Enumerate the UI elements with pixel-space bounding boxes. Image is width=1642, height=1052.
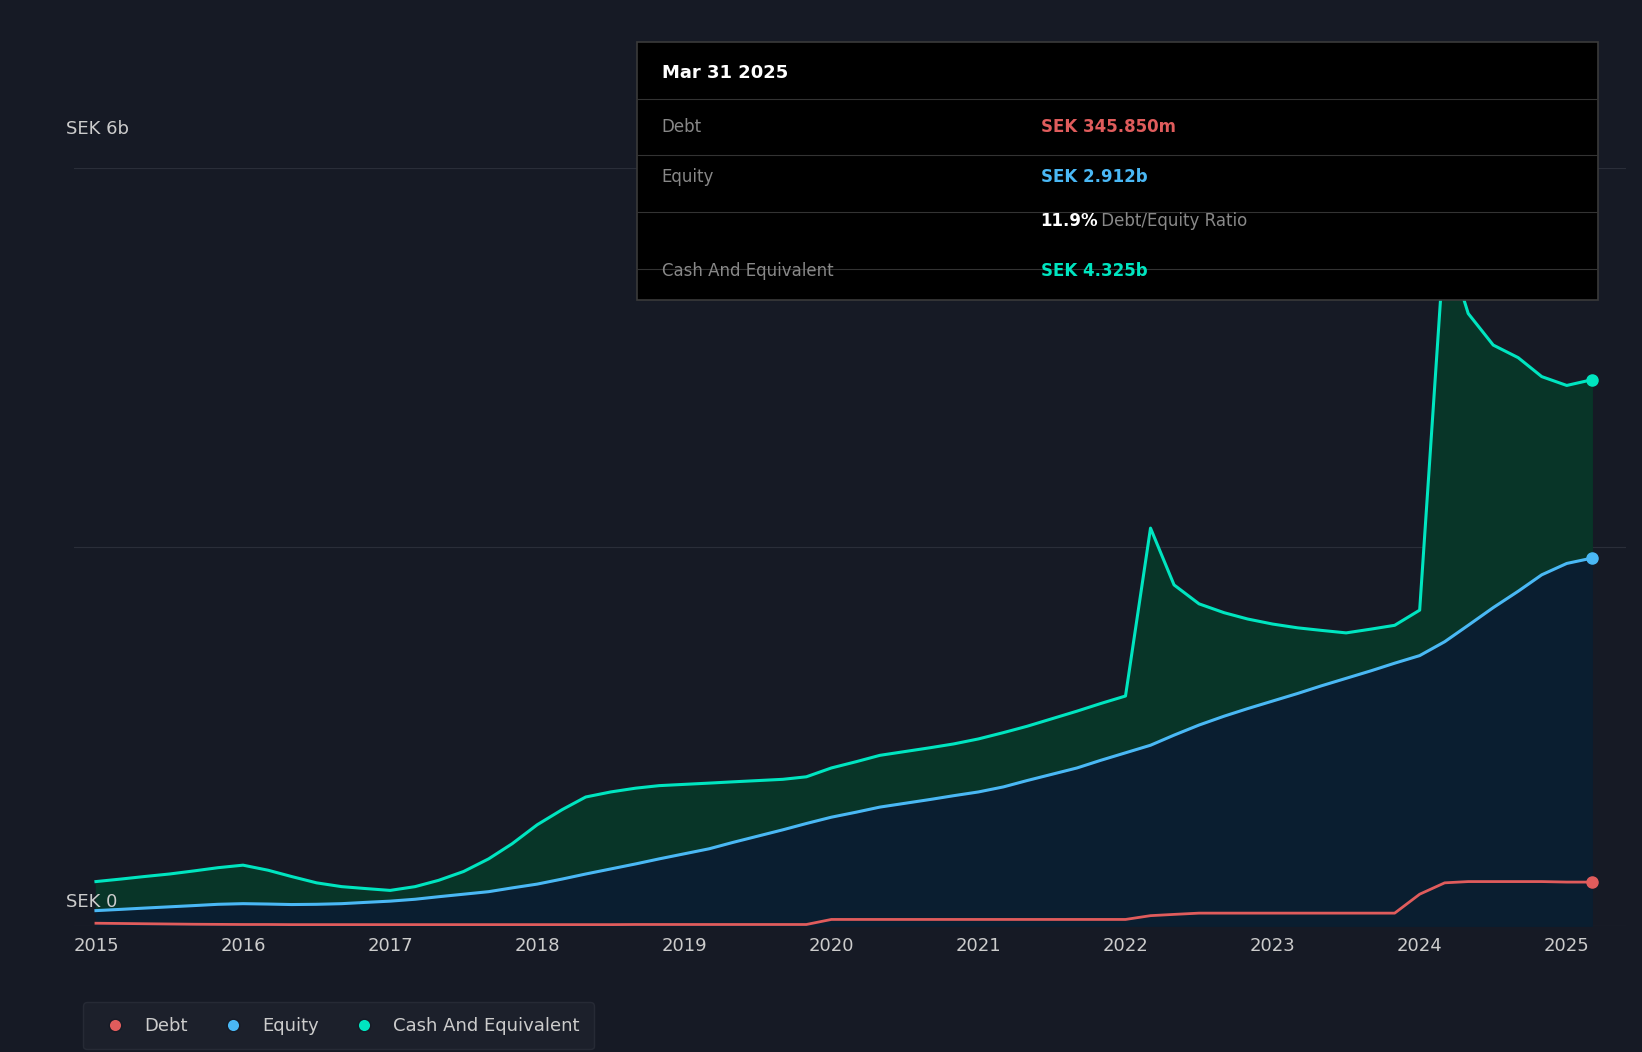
Text: SEK 345.850m: SEK 345.850m <box>1041 118 1176 136</box>
Text: SEK 0: SEK 0 <box>66 892 118 911</box>
Text: Debt: Debt <box>662 118 701 136</box>
Text: SEK 2.912b: SEK 2.912b <box>1041 167 1148 185</box>
Text: 11.9%: 11.9% <box>1041 213 1098 230</box>
Text: Equity: Equity <box>662 167 714 185</box>
Text: SEK 6b: SEK 6b <box>66 120 130 138</box>
Text: Mar 31 2025: Mar 31 2025 <box>662 64 788 82</box>
Text: SEK 4.325b: SEK 4.325b <box>1041 262 1148 281</box>
Text: Debt/Equity Ratio: Debt/Equity Ratio <box>1097 213 1248 230</box>
Legend: Debt, Equity, Cash And Equivalent: Debt, Equity, Cash And Equivalent <box>82 1003 593 1049</box>
Text: Cash And Equivalent: Cash And Equivalent <box>662 262 834 281</box>
